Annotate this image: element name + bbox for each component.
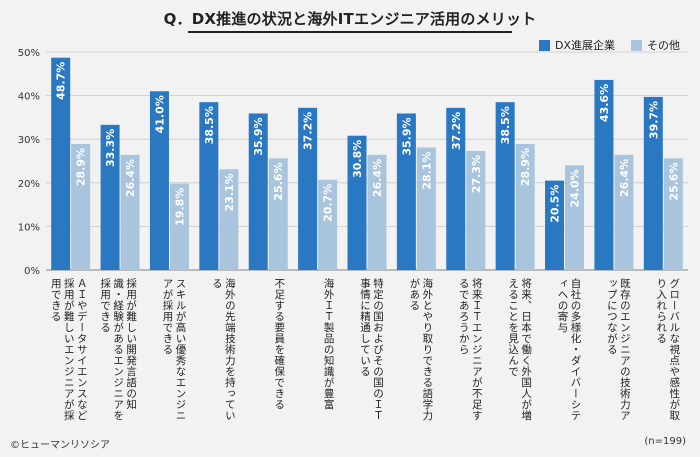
bar-other bbox=[268, 158, 288, 270]
data-label-dx: 48.7% bbox=[55, 62, 68, 100]
bar-other bbox=[515, 143, 535, 270]
data-label-dx: 38.5% bbox=[203, 106, 216, 144]
legend-swatch-dx bbox=[538, 39, 550, 51]
chart-legend: DX進展企業 その他 bbox=[538, 37, 680, 53]
x-tick-label: 特定の国およびその国のＩＴ事情に精通している bbox=[359, 278, 384, 421]
data-label-dx: 43.6% bbox=[598, 84, 611, 122]
bar-dx bbox=[199, 102, 219, 270]
data-label-other: 19.8% bbox=[173, 188, 186, 226]
bar-other bbox=[416, 147, 436, 270]
bar-other bbox=[120, 154, 140, 270]
x-tick-label: スキルが高い優秀なエンジニアが採用できる bbox=[161, 278, 187, 421]
sample-size-text: (n=199) bbox=[644, 436, 686, 447]
bar-dx bbox=[594, 79, 614, 271]
data-label-other: 24.0% bbox=[569, 169, 582, 207]
bar-dx bbox=[643, 96, 663, 271]
chart-title: Q．DX推進の状況と海外ITエンジニア活用のメリット bbox=[163, 10, 537, 28]
x-tick-label: 将来ＩＴエンジニアが不足するであろうから bbox=[457, 278, 483, 421]
y-tick-label: 0% bbox=[24, 266, 40, 277]
title-underline bbox=[188, 31, 512, 33]
data-label-other: 26.4% bbox=[371, 159, 384, 197]
data-label-dx: 37.2% bbox=[302, 112, 315, 150]
bar-other bbox=[367, 154, 387, 270]
legend-item-other: その他 bbox=[631, 37, 680, 53]
legend-label-dx: DX進展企業 bbox=[554, 39, 615, 52]
bar-other bbox=[565, 165, 585, 270]
data-label-dx: 35.9% bbox=[400, 117, 413, 155]
data-label-other: 25.6% bbox=[667, 162, 680, 200]
x-tick-label: 自社の多様化・ダイバーシティへの寄与 bbox=[556, 278, 582, 421]
bar-dx bbox=[298, 107, 318, 270]
legend-label-other: その他 bbox=[647, 39, 680, 52]
data-label-other: 27.3% bbox=[470, 155, 483, 193]
data-label-dx: 37.2% bbox=[450, 112, 463, 150]
x-tick-label: 採用が難しい開発言語の知識・経験があるエンジニアを採用できる bbox=[99, 278, 138, 421]
bar-other bbox=[663, 158, 683, 270]
bar-dx bbox=[100, 124, 120, 270]
y-tick-label: 30% bbox=[18, 135, 40, 146]
data-label-other: 20.7% bbox=[322, 184, 335, 222]
x-tick-label: 海外とやり取りできる語学力がある bbox=[408, 278, 434, 421]
y-tick-label: 40% bbox=[18, 92, 40, 103]
bar-other bbox=[169, 183, 189, 270]
bar-other bbox=[614, 154, 634, 270]
x-tick-label: 不足する要員を確保できる bbox=[273, 278, 286, 410]
data-label-other: 23.1% bbox=[223, 173, 236, 211]
data-label-dx: 33.3% bbox=[104, 129, 117, 167]
x-tick-label: ＡＩやデータサイエンスなど採用が難しいエンジニアが採用できる bbox=[49, 278, 88, 421]
y-tick-label: 50% bbox=[18, 48, 40, 59]
y-tick-label: 20% bbox=[18, 179, 40, 190]
data-label-other: 28.1% bbox=[420, 151, 433, 189]
data-label-other: 25.6% bbox=[272, 162, 285, 200]
data-label-dx: 39.7% bbox=[647, 101, 660, 139]
data-label-other: 28.9% bbox=[519, 148, 532, 186]
bar-dx bbox=[51, 57, 71, 270]
x-tick-label: 海外ＩＴ製品の知識が豊富 bbox=[322, 278, 335, 410]
bar-dx bbox=[545, 180, 565, 270]
bar-dx bbox=[248, 113, 268, 270]
bar-dx bbox=[347, 135, 367, 270]
x-tick-label: グローバルな視点や感性が取り入れられる bbox=[655, 278, 681, 421]
bar-dx bbox=[495, 102, 515, 270]
bar-other bbox=[219, 169, 239, 270]
data-label-other: 26.4% bbox=[124, 159, 137, 197]
x-tick-label: 既存のエンジニアの技術力アップにつながる bbox=[605, 278, 631, 421]
data-label-dx: 35.9% bbox=[252, 117, 265, 155]
x-tick-label: 将来、日本で働く外国人が増えることを見込んで bbox=[507, 278, 533, 421]
data-label-other: 28.9% bbox=[75, 148, 88, 186]
bar-dx bbox=[396, 113, 416, 270]
x-tick-label: 海外の先端技術力を持っている bbox=[210, 278, 236, 421]
data-label-dx: 38.5% bbox=[499, 106, 512, 144]
copyright-text: ©ヒューマンリソシア bbox=[10, 440, 110, 451]
data-label-dx: 30.8% bbox=[351, 140, 364, 178]
bar-other bbox=[466, 150, 486, 270]
bar-dx bbox=[446, 107, 466, 270]
bar-other bbox=[318, 179, 338, 270]
data-label-dx: 41.0% bbox=[153, 95, 166, 133]
legend-swatch-other bbox=[631, 39, 642, 51]
bar-other bbox=[71, 143, 91, 270]
data-label-dx: 20.5% bbox=[549, 185, 562, 223]
legend-item-dx: DX進展企業 bbox=[538, 37, 615, 53]
bar-dx bbox=[149, 91, 169, 271]
data-label-other: 26.4% bbox=[618, 159, 631, 197]
y-tick-label: 10% bbox=[18, 222, 40, 233]
